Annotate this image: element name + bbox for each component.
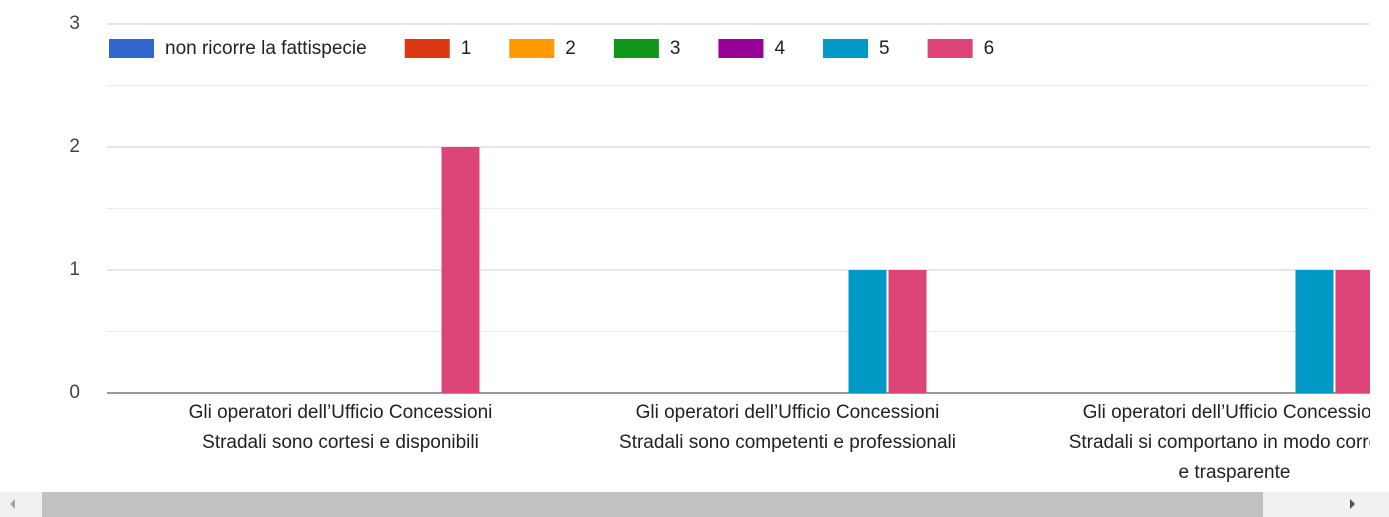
- x-tick-label: Gli operatori dell’Ufficio Concessioni: [636, 402, 940, 423]
- x-tick-label: Stradali sono cortesi e disponibili: [202, 432, 479, 453]
- x-tick-label: Stradali sono competenti e professionali: [619, 432, 956, 453]
- legend-swatch: [509, 39, 555, 58]
- plot-area: 0 1 2 3 Gli operatori dell’Ufficio Concessio…: [69, 13, 1389, 483]
- legend-label: 1: [461, 38, 472, 59]
- scrollbar[interactable]: [0, 492, 1389, 517]
- legend-label: 4: [774, 38, 785, 59]
- scroll-left-arrow[interactable]: [10, 499, 15, 509]
- scroll-right-arrow[interactable]: [1350, 499, 1355, 509]
- legend-swatch: [404, 39, 450, 58]
- bar: [848, 270, 887, 393]
- y-tick-label: 1: [69, 259, 80, 280]
- bar: [441, 147, 480, 393]
- x-tick-label: Gli operatori dell’Ufficio Concessioni: [189, 402, 493, 423]
- legend-swatch: [927, 39, 973, 58]
- legend-label: 2: [565, 38, 576, 59]
- legend-swatch: [109, 39, 154, 58]
- legend-swatch: [718, 39, 764, 58]
- bar: [1335, 270, 1370, 393]
- scroll-thumb[interactable]: [42, 492, 1263, 517]
- y-tick-label: 0: [69, 382, 80, 403]
- legend-label: non ricorre la fattispecie: [165, 38, 367, 59]
- legend-swatch: [823, 39, 869, 58]
- legend-swatch: [613, 39, 659, 58]
- chart: 0 1 2 3 Gli operatori dell’Ufficio Concessio…: [69, 13, 1389, 483]
- x-tick-label: Stradali si comportano in modo corretto: [1069, 432, 1389, 453]
- bar: [1295, 270, 1334, 393]
- y-tick-label: 3: [69, 13, 80, 34]
- bar: [888, 270, 927, 393]
- x-tick-label: Gli operatori dell’Ufficio Concessioni: [1083, 402, 1387, 423]
- legend-label: 6: [984, 38, 995, 59]
- legend-label: 3: [670, 38, 681, 59]
- y-tick-label: 2: [69, 136, 80, 157]
- legend-label: 5: [879, 38, 890, 59]
- x-tick-label: e trasparente: [1179, 462, 1291, 483]
